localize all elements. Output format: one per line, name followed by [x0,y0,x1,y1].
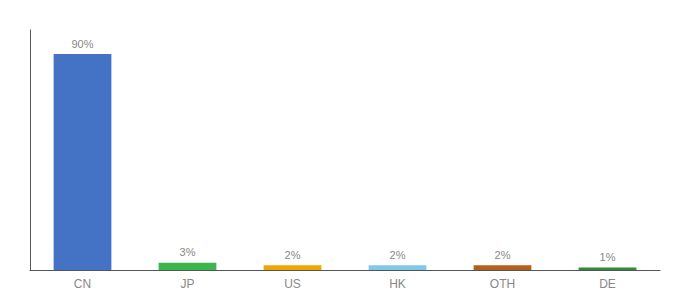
svg-text:OTH: OTH [490,277,515,291]
svg-text:DE: DE [599,277,616,291]
svg-text:JP: JP [180,277,194,291]
svg-text:2%: 2% [495,249,511,261]
svg-text:HK: HK [389,277,406,291]
svg-text:3%: 3% [180,246,196,258]
svg-text:CN: CN [74,277,91,291]
svg-text:US: US [284,277,301,291]
svg-text:2%: 2% [285,249,301,261]
svg-text:1%: 1% [600,251,616,263]
svg-text:90%: 90% [71,38,93,50]
svg-text:2%: 2% [390,249,406,261]
